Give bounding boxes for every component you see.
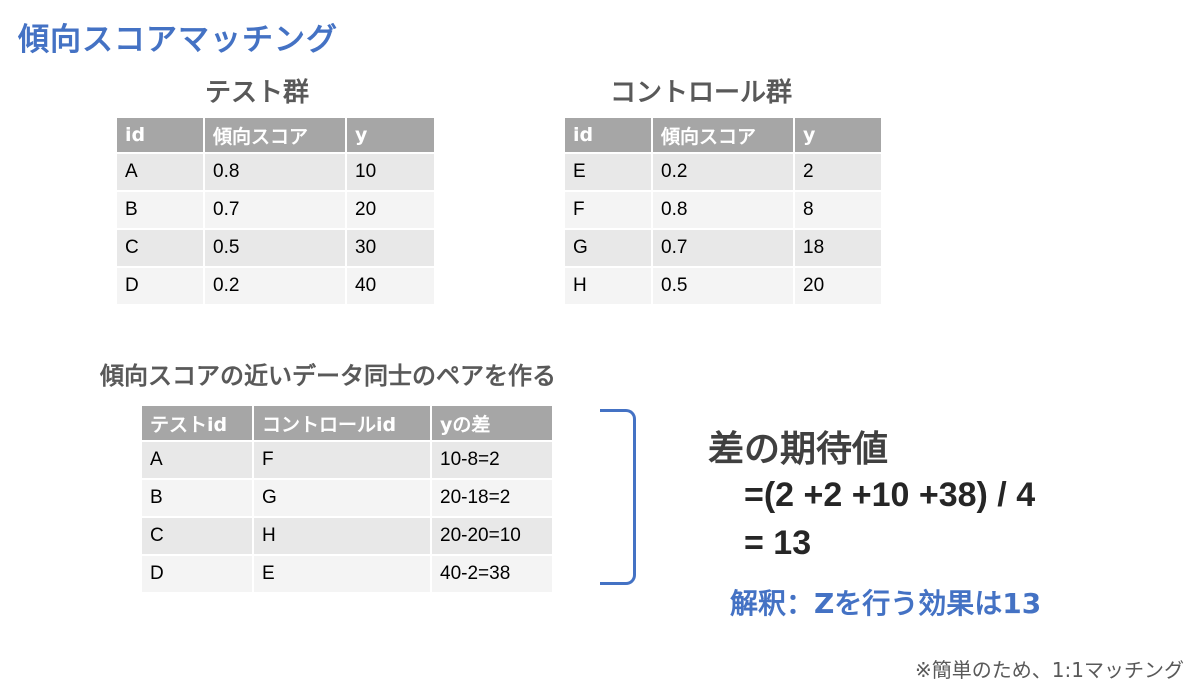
cell-id: C — [117, 230, 203, 266]
cell-y-difference: 40-2=38 — [432, 556, 552, 592]
column-header-propensity-score: 傾向スコア — [653, 118, 793, 152]
control-group-table: id 傾向スコア y E 0.2 2 F 0.8 8 G 0.7 18 H 0.… — [563, 116, 883, 306]
column-header-y: y — [347, 118, 434, 152]
cell-y: 10 — [347, 154, 434, 190]
footnote: ※簡単のため、1:1マッチング — [915, 658, 1184, 682]
cell-propensity-score: 0.2 — [205, 268, 345, 304]
column-header-id: id — [117, 118, 203, 152]
test-group-table: id 傾向スコア y A 0.8 10 B 0.7 20 C 0.5 30 D … — [115, 116, 436, 306]
cell-test-id: C — [142, 518, 252, 554]
table-row: D E 40-2=38 — [142, 556, 552, 592]
cell-y: 2 — [795, 154, 881, 190]
cell-propensity-score: 0.7 — [653, 230, 793, 266]
table-row: B 0.7 20 — [117, 192, 434, 228]
column-header-y-difference: yの差 — [432, 406, 552, 440]
cell-id: B — [117, 192, 203, 228]
cell-test-id: A — [142, 442, 252, 478]
table-row: A 0.8 10 — [117, 154, 434, 190]
cell-y: 30 — [347, 230, 434, 266]
column-header-propensity-score: 傾向スコア — [205, 118, 345, 152]
table-header-row: id 傾向スコア y — [117, 118, 434, 152]
expectation-formula: =(2 +2 +10 +38) / 4 — [744, 476, 1036, 514]
cell-y-difference: 20-20=10 — [432, 518, 552, 554]
pairing-heading: 傾向スコアの近いデータ同士のペアを作る — [100, 362, 556, 390]
cell-test-id: B — [142, 480, 252, 516]
cell-y: 20 — [795, 268, 881, 304]
expectation-title: 差の期待値 — [708, 429, 889, 470]
page-title: 傾向スコアマッチング — [18, 22, 338, 58]
interpretation-text: 解釈：Zを行う効果は13 — [730, 587, 1042, 620]
table-row: C H 20-20=10 — [142, 518, 552, 554]
table-row: G 0.7 18 — [565, 230, 881, 266]
cell-id: G — [565, 230, 651, 266]
table-header-row: id 傾向スコア y — [565, 118, 881, 152]
expectation-result: = 13 — [744, 524, 812, 562]
cell-control-id: F — [254, 442, 430, 478]
pairs-table: テストid コントロールid yの差 A F 10-8=2 B G 20-18=… — [140, 404, 554, 594]
cell-propensity-score: 0.7 — [205, 192, 345, 228]
cell-id: D — [117, 268, 203, 304]
table-row: E 0.2 2 — [565, 154, 881, 190]
cell-id: H — [565, 268, 651, 304]
cell-y: 18 — [795, 230, 881, 266]
cell-propensity-score: 0.8 — [205, 154, 345, 190]
table-row: D 0.2 40 — [117, 268, 434, 304]
table-row: A F 10-8=2 — [142, 442, 552, 478]
cell-propensity-score: 0.5 — [653, 268, 793, 304]
cell-y: 20 — [347, 192, 434, 228]
column-header-control-id: コントロールid — [254, 406, 430, 440]
cell-control-id: G — [254, 480, 430, 516]
table-header-row: テストid コントロールid yの差 — [142, 406, 552, 440]
cell-y-difference: 10-8=2 — [432, 442, 552, 478]
cell-y-difference: 20-18=2 — [432, 480, 552, 516]
cell-y: 40 — [347, 268, 434, 304]
cell-id: F — [565, 192, 651, 228]
right-bracket — [600, 409, 636, 585]
cell-id: A — [117, 154, 203, 190]
table-row: B G 20-18=2 — [142, 480, 552, 516]
cell-test-id: D — [142, 556, 252, 592]
table-row: H 0.5 20 — [565, 268, 881, 304]
cell-propensity-score: 0.8 — [653, 192, 793, 228]
column-header-y: y — [795, 118, 881, 152]
cell-control-id: H — [254, 518, 430, 554]
control-group-heading: コントロール群 — [610, 78, 793, 108]
cell-id: E — [565, 154, 651, 190]
cell-propensity-score: 0.5 — [205, 230, 345, 266]
cell-propensity-score: 0.2 — [653, 154, 793, 190]
cell-control-id: E — [254, 556, 430, 592]
table-row: F 0.8 8 — [565, 192, 881, 228]
table-row: C 0.5 30 — [117, 230, 434, 266]
column-header-test-id: テストid — [142, 406, 252, 440]
cell-y: 8 — [795, 192, 881, 228]
test-group-heading: テスト群 — [205, 78, 310, 108]
column-header-id: id — [565, 118, 651, 152]
